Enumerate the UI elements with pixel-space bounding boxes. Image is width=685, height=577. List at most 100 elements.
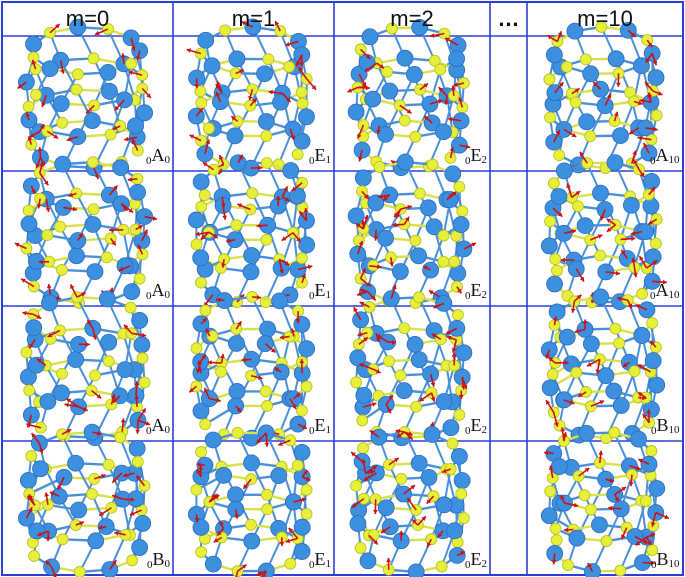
atom-small (437, 229, 450, 242)
arrowhead (451, 352, 457, 357)
arrowhead (363, 337, 368, 342)
arrowhead (646, 409, 652, 414)
arrowhead (27, 136, 33, 141)
arrowhead (44, 180, 49, 186)
atom-small (261, 488, 273, 501)
mode-label-subscript: 0 (164, 424, 171, 436)
arrowhead (120, 418, 126, 423)
atom-small (190, 483, 203, 496)
arrowhead (55, 24, 60, 29)
arrowhead (78, 233, 83, 238)
arrowhead (566, 183, 571, 189)
atom-small (296, 97, 309, 110)
atom-large (391, 263, 409, 280)
arrowhead (361, 82, 367, 87)
mode-label-subscript: 10 (668, 289, 680, 301)
arrowhead (362, 84, 368, 90)
arrowhead (355, 223, 361, 228)
atom-small (114, 120, 127, 132)
atom-small (260, 233, 273, 246)
atom-small (291, 459, 304, 472)
arrowhead (258, 165, 263, 171)
atom-large (293, 132, 311, 150)
arrowhead (194, 517, 200, 523)
arrowhead (31, 59, 37, 65)
arrowhead (412, 519, 417, 524)
arrowhead (635, 541, 641, 546)
atom-small (131, 455, 144, 468)
atom-small (195, 200, 208, 213)
arrowhead (560, 427, 566, 432)
arrowhead (124, 136, 129, 142)
mode-label-subscript: 1 (325, 154, 332, 166)
atom-small (114, 431, 127, 444)
mode-label-symbol: E (470, 415, 482, 435)
mode-label-prefix: 0 (147, 559, 153, 571)
mode-label-symbol: A (151, 145, 165, 165)
atom-large (204, 431, 222, 449)
arrowhead (396, 433, 402, 438)
mode-label-subscript: 2 (481, 154, 488, 166)
arrowhead (57, 485, 62, 490)
mode-label-prefix: 0 (650, 290, 656, 302)
arrowhead (357, 332, 363, 337)
atom-small (262, 53, 275, 66)
arrowhead (56, 295, 61, 301)
atom-large (116, 361, 134, 379)
atom-large (592, 184, 609, 202)
arrowhead (141, 408, 146, 414)
arrowhead (351, 452, 356, 457)
atom-large (452, 112, 470, 130)
arrowhead (45, 560, 51, 566)
atom-large (446, 522, 464, 540)
arrowhead (582, 319, 588, 324)
atom-large (548, 303, 566, 321)
arrowhead (109, 287, 114, 293)
mode-label-prefix: 0 (465, 425, 471, 437)
arrowhead (395, 213, 401, 219)
atom-small (56, 264, 68, 276)
arrowhead (213, 538, 219, 543)
atom-small (428, 54, 441, 67)
mode-label: 0E2 (465, 145, 487, 167)
arrowhead (279, 269, 284, 274)
atom-small (246, 187, 259, 199)
mode-label-symbol: A (151, 280, 165, 300)
arrowhead (298, 67, 303, 72)
arrowhead (145, 421, 151, 426)
atom-large (592, 288, 610, 306)
atom-large (131, 539, 149, 556)
arrowhead (137, 244, 142, 250)
arrowhead (645, 58, 650, 63)
arrowhead (386, 408, 392, 414)
atom-small (383, 355, 395, 368)
arrowhead (421, 516, 426, 521)
atom-large (606, 154, 624, 172)
arrowhead (37, 531, 42, 537)
arrowhead (407, 431, 413, 436)
atom-small (544, 215, 556, 228)
atom-small (41, 229, 54, 241)
arrowhead (579, 151, 585, 157)
arrowhead (359, 288, 365, 294)
arrowhead (363, 476, 369, 481)
atom-large (69, 18, 87, 36)
mode-label-subscript: 2 (481, 558, 488, 570)
atom-large (607, 50, 625, 68)
arrowhead (222, 215, 228, 220)
atom-small (639, 495, 652, 507)
atom-small (86, 156, 99, 169)
arrowhead (113, 185, 118, 191)
arrowhead (423, 265, 429, 271)
atom-small (133, 272, 146, 285)
arrowhead (143, 229, 148, 235)
atom-small (100, 251, 113, 264)
atom-large (68, 247, 85, 265)
arrowhead (371, 295, 376, 301)
mode-label-prefix: 0 (146, 155, 152, 167)
arrowhead (419, 396, 425, 402)
arrowhead (85, 109, 91, 114)
arrowhead (458, 394, 464, 399)
atom-small (102, 355, 115, 368)
atom-large (192, 249, 210, 267)
